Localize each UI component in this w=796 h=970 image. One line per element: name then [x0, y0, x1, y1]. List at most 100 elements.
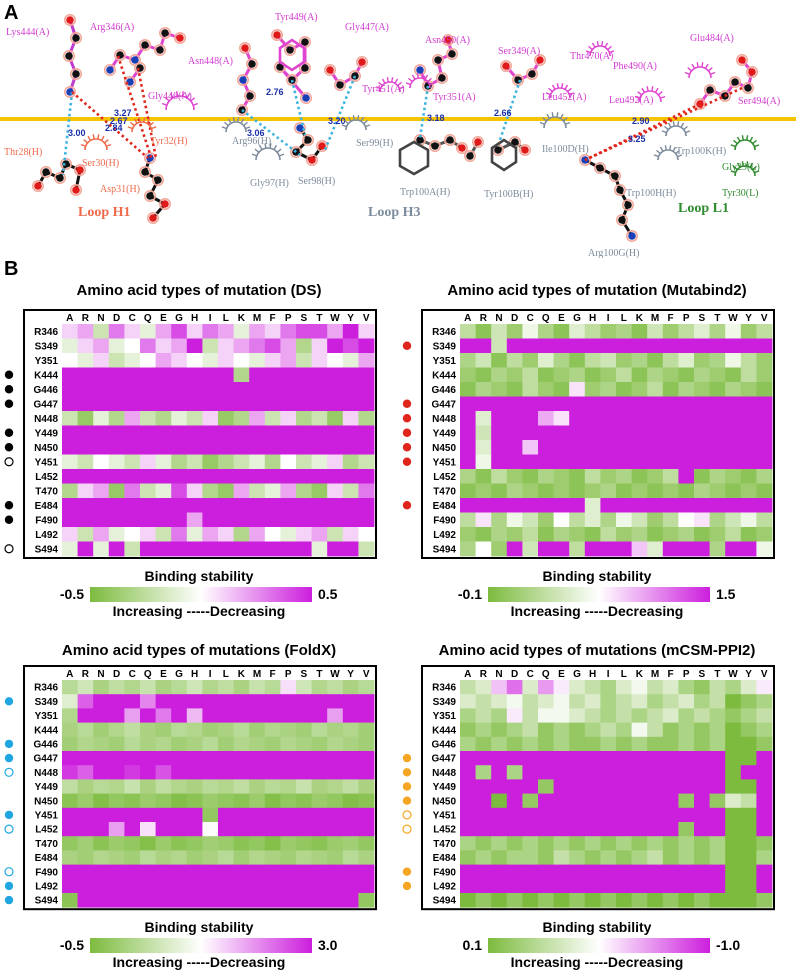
- heatmap-cell: [202, 893, 219, 908]
- row-marker-open: [402, 810, 412, 820]
- y-tick-label: S494: [433, 544, 457, 555]
- heatmap-cell: [662, 469, 679, 484]
- heatmap-cell: [725, 367, 742, 383]
- heatmap-cell: [709, 708, 726, 723]
- x-tick-label: E: [160, 669, 167, 680]
- heatmap-cell: [694, 440, 710, 455]
- heatmap-cell: [538, 807, 554, 823]
- aromatic-ring: [398, 140, 430, 176]
- heatmap-cell: [709, 338, 726, 354]
- heatmap-cell: [709, 864, 726, 880]
- heatmap-cell: [584, 454, 601, 470]
- heatmap-cell: [202, 440, 219, 455]
- contact-tick: [399, 86, 405, 90]
- interface-ribbon: [0, 117, 796, 121]
- heatmap-cell: [631, 893, 648, 908]
- heatmap-cell: [709, 396, 726, 412]
- residue-atom: [502, 62, 510, 70]
- heatmap-cell: [93, 822, 110, 837]
- atom-halo: [348, 70, 361, 83]
- heatmap-cell: [475, 694, 492, 709]
- heatmap-cell: [756, 850, 773, 865]
- colorbar-min-label: -0.5: [59, 937, 84, 954]
- heatmap-cell: [694, 708, 710, 723]
- heatmap-cell: [202, 353, 219, 368]
- heatmap-cell: [171, 512, 188, 528]
- row-marker-filled: [4, 370, 14, 379]
- heatmap-cell: [249, 765, 266, 780]
- heatmap-cell: [631, 512, 648, 528]
- contact-tick: [569, 92, 575, 96]
- heatmap-cell: [140, 850, 156, 865]
- heatmap-cell: [506, 680, 523, 695]
- heatmap-cell: [522, 382, 539, 397]
- heatmap-cell: [218, 793, 234, 809]
- antibody-residue-label: Asp31(H): [100, 184, 140, 195]
- hydrophobic-contact-icon: [730, 161, 760, 177]
- heatmap-cell: [249, 878, 266, 894]
- heatmap-cell: [522, 722, 539, 738]
- heatmap-cell: [171, 850, 188, 865]
- contact-tick: [749, 136, 754, 142]
- heatmap-cell: [631, 680, 648, 695]
- heatmap-cell: [662, 793, 679, 809]
- heatmap-cell: [186, 353, 203, 368]
- heatmap-cell: [171, 469, 188, 484]
- heatmap-cell: [77, 694, 94, 709]
- panel-a-label: A: [4, 2, 19, 24]
- heatmap-cell: [108, 324, 125, 339]
- heatmap-cell: [327, 722, 344, 738]
- heatmap-cell: [264, 793, 281, 809]
- heatmap-cell: [491, 779, 508, 794]
- colorbar-max-label: 3.0: [318, 937, 338, 954]
- heatmap-cell: [249, 367, 266, 383]
- heatmap-cell: [522, 353, 539, 368]
- row-marker-filled: [402, 753, 412, 763]
- residue-atom: [273, 31, 281, 39]
- heatmap-cell: [327, 324, 344, 339]
- distance-label: 2.76: [266, 87, 284, 97]
- x-tick-label: S: [698, 669, 705, 680]
- heatmap-cell: [233, 527, 250, 542]
- heatmap-cell: [662, 680, 679, 695]
- heatmap-cell: [553, 541, 570, 557]
- distance-label: 2.90: [632, 116, 650, 126]
- heatmap-cell: [124, 425, 141, 441]
- heatmap-cell: [678, 425, 695, 441]
- heatmap-cell: [584, 765, 601, 780]
- residue-atom: [326, 66, 334, 74]
- x-tick-label: N: [97, 669, 104, 680]
- hydrophobic-contact-icon: [221, 117, 251, 133]
- heatmap-cell: [311, 836, 328, 851]
- heatmap-cell: [756, 878, 773, 894]
- heatmap-cell: [358, 793, 375, 809]
- heatmap-cell: [342, 680, 359, 695]
- contact-tick: [232, 117, 235, 123]
- heatmap-cell: [218, 779, 234, 794]
- heatmap-cell: [709, 541, 726, 557]
- hydrophobic-contact-icon: [341, 115, 371, 131]
- heatmap-cell: [124, 498, 141, 513]
- antibody-residue-label: Trp100A(H): [400, 187, 450, 198]
- heatmap-cell: [647, 850, 664, 865]
- heatmap-cell: [584, 850, 601, 865]
- heatmap-cell: [600, 367, 617, 383]
- heatmap-cell: [311, 527, 328, 542]
- heatmap-cell: [709, 425, 726, 441]
- heatmap-cell: [311, 694, 328, 709]
- heatmap-cell: [296, 411, 312, 426]
- contact-tick: [588, 45, 593, 51]
- heatmap-cell: [506, 454, 523, 470]
- heatmap-cell: [553, 512, 570, 528]
- heatmap-cell: [327, 454, 344, 470]
- x-tick-label: D: [113, 313, 120, 324]
- heatmap-cell: [140, 793, 156, 809]
- heatmap-cell: [249, 779, 266, 794]
- y-tick-label: N450: [34, 796, 58, 807]
- heatmap-cell: [553, 694, 570, 709]
- heatmap-cell: [662, 396, 679, 412]
- heatmap-svg: A R N D C Q E G H I L K M F P S T W Y VR346S349Y351K444G446…: [4, 665, 377, 911]
- contact-tick: [146, 118, 151, 124]
- heatmap-cell: [358, 483, 375, 499]
- residue-atom: [131, 56, 139, 64]
